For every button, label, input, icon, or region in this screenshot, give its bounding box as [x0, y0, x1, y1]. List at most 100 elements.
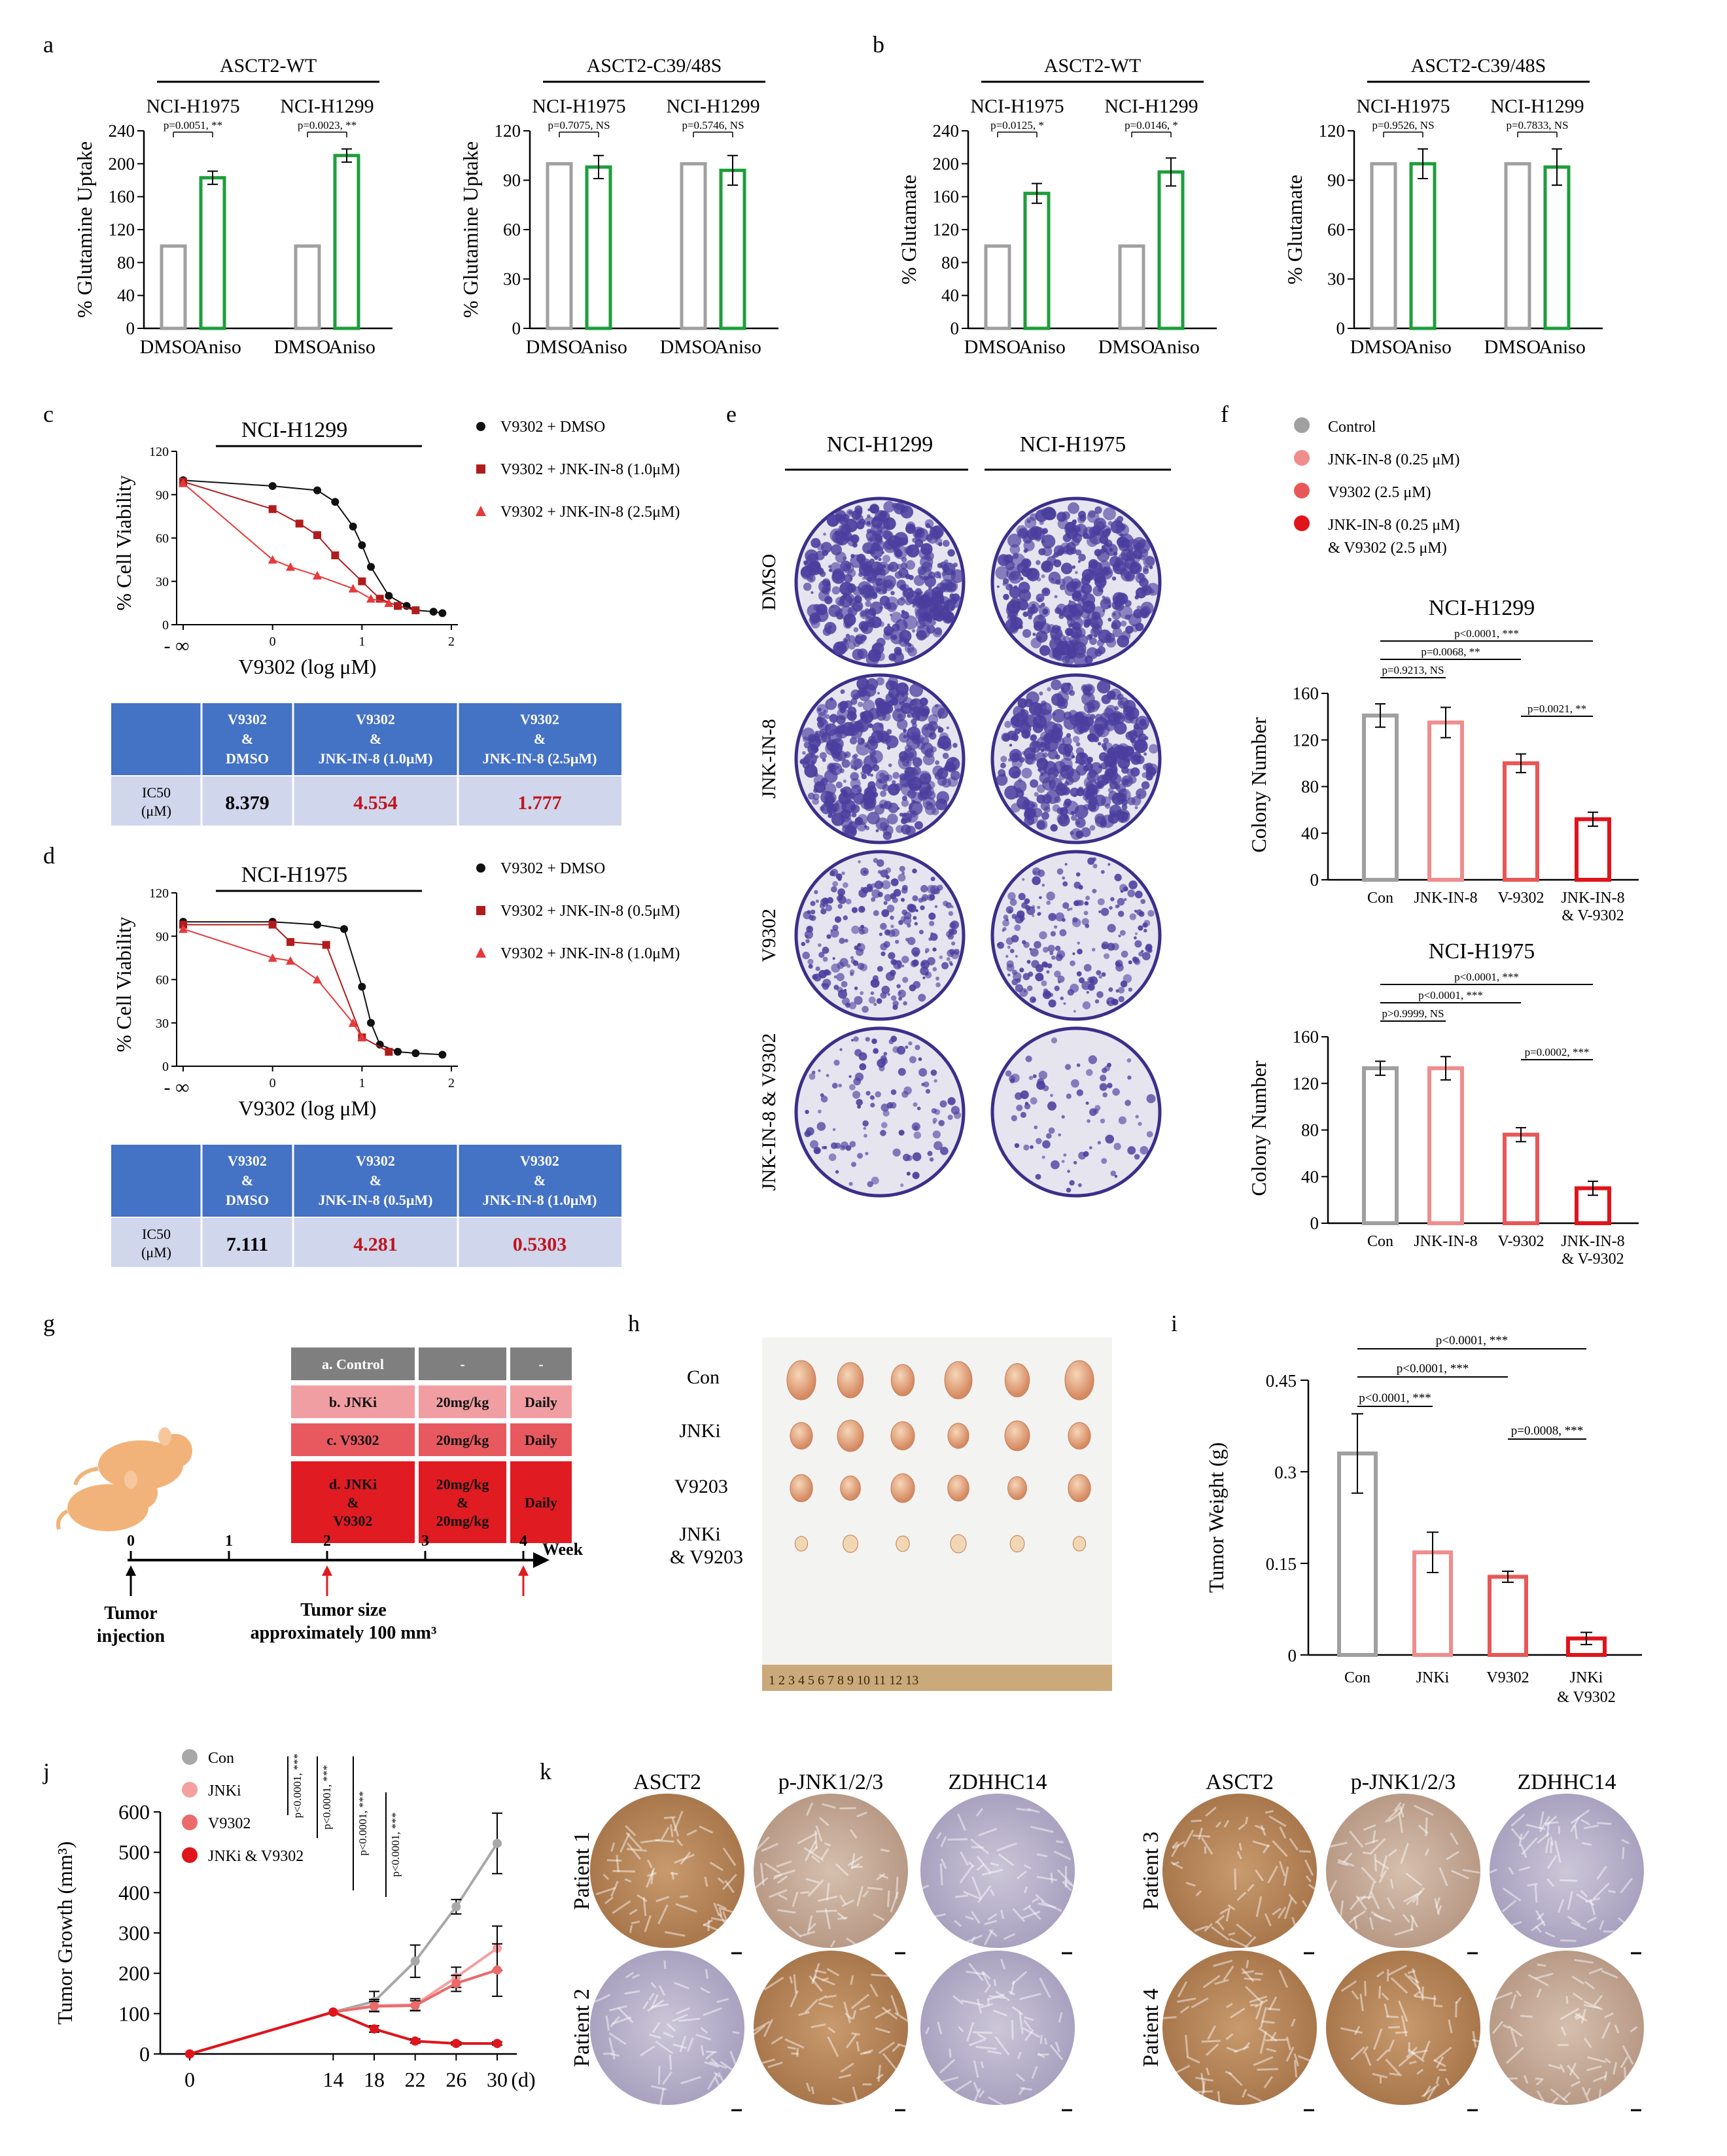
x-label: & V-9302 — [1561, 1251, 1624, 1268]
colony — [904, 643, 915, 653]
colony — [1084, 901, 1089, 906]
bar — [1503, 761, 1539, 882]
tissue-texture — [808, 1922, 816, 1931]
tissue-texture — [1614, 2024, 1620, 2034]
tissue-texture — [1624, 2067, 1626, 2078]
colony — [890, 614, 892, 616]
tissue-texture — [658, 2087, 665, 2111]
tissue-texture — [1050, 1873, 1053, 1883]
colony — [867, 577, 873, 583]
colony — [1144, 736, 1149, 740]
colony — [896, 563, 902, 570]
colony — [845, 1145, 852, 1151]
tissue-texture — [1036, 1853, 1048, 1858]
legend-marker — [182, 1847, 198, 1863]
tissue-texture — [667, 2023, 676, 2032]
colony — [1081, 918, 1089, 926]
tissue-texture — [778, 1894, 788, 1900]
colony — [1032, 914, 1035, 917]
colony — [1041, 534, 1056, 549]
colony — [1064, 1064, 1072, 1070]
tissue-texture — [845, 2034, 858, 2049]
table-row-bg — [111, 776, 621, 826]
tissue-texture — [1056, 1869, 1073, 1886]
colony — [834, 610, 841, 617]
data-point — [268, 505, 277, 513]
colony — [1009, 586, 1021, 599]
colony — [1136, 605, 1142, 610]
tissue-texture — [831, 2097, 851, 2106]
colony — [1050, 931, 1056, 937]
colony — [1081, 685, 1088, 692]
tissue-texture — [1587, 2056, 1607, 2063]
colony — [919, 790, 929, 799]
tissue-texture — [1407, 2048, 1425, 2062]
y-axis-label: % Glutamine Uptake — [459, 141, 482, 318]
tissue-texture — [867, 1886, 883, 1890]
colony — [840, 689, 845, 694]
y-tick-label: 0 — [162, 1060, 169, 1074]
x-label: JNK-IN-8 — [1561, 1233, 1624, 1250]
tissue-texture — [672, 2043, 687, 2049]
colony — [1134, 1154, 1140, 1160]
colony — [1087, 983, 1095, 991]
tissue-texture — [609, 2015, 620, 2028]
colony — [877, 1058, 886, 1068]
tissue-texture — [665, 1931, 686, 1937]
tissue-texture — [1053, 1851, 1072, 1861]
tissue-texture — [882, 2053, 898, 2072]
tissue-texture — [595, 1886, 616, 1896]
legend-marker — [476, 464, 485, 474]
colony — [1037, 905, 1041, 909]
tissue-texture — [1354, 2026, 1361, 2035]
colony — [1087, 857, 1095, 865]
tissue-texture — [1023, 2019, 1032, 2031]
colony — [942, 612, 954, 624]
tissue-texture — [1036, 1875, 1058, 1881]
tissue-texture — [1200, 2080, 1206, 2103]
colony — [929, 1157, 934, 1162]
colony — [1142, 952, 1151, 961]
tissue-texture — [1510, 1828, 1522, 1840]
patient-label: Patient 2 — [570, 1989, 594, 2067]
colony — [815, 731, 818, 734]
tissue-texture — [716, 1998, 729, 2004]
legend-marker — [182, 1782, 198, 1798]
data-point — [493, 1965, 502, 1975]
dosing-cell — [419, 1461, 506, 1543]
colony — [807, 958, 814, 965]
tissue-texture — [940, 2076, 959, 2083]
colony — [876, 998, 882, 1004]
legend-marker — [182, 1815, 198, 1830]
colony — [857, 788, 862, 793]
tissue-texture — [1214, 1915, 1225, 1924]
colony — [932, 1117, 937, 1123]
tissue-texture — [837, 1917, 848, 1920]
x-tick-label: 18 — [364, 2068, 385, 2091]
colony — [1109, 688, 1121, 701]
colony — [805, 939, 810, 944]
tissue-texture — [1279, 1826, 1287, 1839]
tissue-texture — [1410, 1917, 1414, 1931]
colony — [906, 1172, 911, 1176]
colony — [943, 765, 949, 771]
colony — [883, 517, 896, 530]
tissue-texture — [706, 2050, 718, 2053]
tissue-texture — [1374, 1854, 1377, 1872]
colony — [1094, 506, 1102, 514]
colony — [1068, 502, 1079, 514]
tissue-texture — [629, 1909, 638, 1915]
tissue-texture — [1260, 1824, 1266, 1836]
colony — [880, 1130, 886, 1136]
week-label: 0 — [127, 1533, 135, 1550]
tissue-texture — [1373, 1913, 1392, 1922]
colony — [934, 1109, 941, 1115]
data-point — [348, 583, 358, 593]
tissue-texture — [1580, 1818, 1590, 1826]
colony — [819, 723, 824, 728]
table-row-label: IC50 — [142, 784, 171, 801]
colony — [1127, 1075, 1132, 1080]
colony — [1118, 934, 1121, 937]
